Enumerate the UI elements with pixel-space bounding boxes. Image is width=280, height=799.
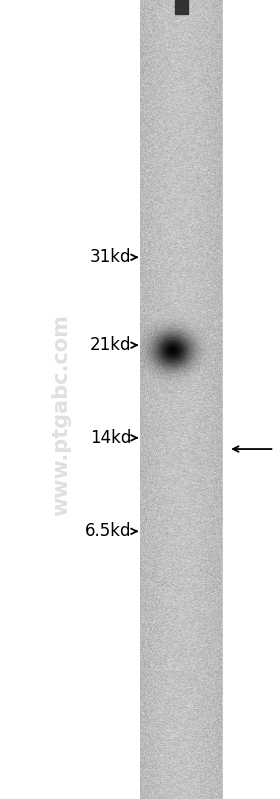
Bar bbox=[223, 0, 280, 799]
Text: 14kd: 14kd bbox=[90, 429, 132, 447]
Text: www.ptgabc.com: www.ptgabc.com bbox=[52, 315, 72, 516]
Text: 21kd: 21kd bbox=[90, 336, 132, 354]
Text: 6.5kd: 6.5kd bbox=[85, 523, 132, 540]
Bar bbox=[175, 0, 188, 14]
Text: 31kd: 31kd bbox=[90, 248, 132, 266]
